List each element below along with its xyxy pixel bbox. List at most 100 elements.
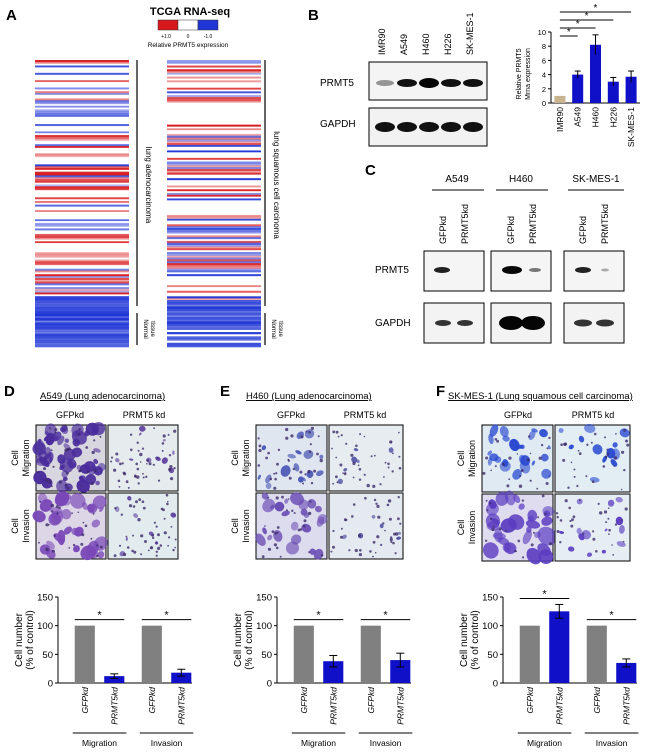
stained-cell (541, 516, 553, 526)
heatmap-row (167, 154, 261, 157)
heatmap-row (35, 184, 129, 187)
stained-cell (56, 479, 68, 493)
pore-dot (303, 525, 306, 528)
pore-dot (397, 517, 400, 521)
heatmap-row (35, 186, 129, 189)
pore-dot (313, 469, 317, 473)
pore-dot (562, 458, 566, 462)
stained-cell (139, 425, 146, 432)
heatmap-row (167, 96, 261, 100)
heatmap-row (35, 215, 129, 218)
heatmap-row (167, 300, 261, 303)
heatmap-row (167, 161, 261, 164)
heatmap-row (35, 309, 129, 312)
heatmap-row (35, 252, 129, 255)
stained-cell (581, 530, 592, 540)
heatmap-row (167, 287, 261, 290)
heatmap-row (35, 133, 129, 136)
pore-dot (364, 496, 367, 500)
stained-cell (161, 457, 168, 464)
stained-cell (568, 546, 575, 552)
heatmap-row (35, 213, 129, 216)
heatmap-row (35, 180, 129, 183)
pore-dot (163, 531, 167, 535)
heatmap-row (167, 139, 261, 142)
pore-dot (274, 477, 277, 481)
pore-dot (602, 465, 606, 468)
panel-letter-c: C (365, 162, 376, 179)
pore-dot (136, 441, 139, 444)
heatmap-row (167, 165, 261, 168)
y-tick-label: 150 (256, 593, 272, 604)
pore-dot (264, 525, 266, 527)
heatmap-row (167, 148, 261, 151)
pore-dot (520, 469, 524, 472)
pore-dot (304, 473, 307, 476)
heatmap-row (167, 61, 261, 64)
pore-dot (302, 482, 305, 485)
stained-cell (115, 457, 120, 463)
stained-cell (495, 491, 509, 506)
pore-dot (518, 484, 523, 488)
panel-d-title: A549 (Lung adenocarcinoma) (40, 391, 165, 402)
pore-dot (54, 428, 58, 432)
pore-dot (118, 485, 121, 488)
pore-dot (267, 496, 270, 499)
pore-dot (290, 434, 294, 438)
pore-dot (352, 461, 356, 466)
heatmap-row (167, 329, 261, 333)
heatmap-row (167, 176, 261, 179)
heatmap-row (167, 255, 261, 258)
sig-star: * (164, 610, 169, 622)
pore-dot (548, 475, 550, 477)
pore-dot (285, 436, 289, 440)
heatmap-row (167, 85, 261, 88)
y-tick-label: 100 (482, 621, 498, 632)
heatmap-row (35, 254, 129, 257)
stained-cell (162, 439, 166, 442)
sig-star: * (97, 610, 102, 622)
pore-dot (397, 496, 400, 499)
lane-label: A549 (399, 34, 409, 55)
pore-dot (56, 512, 59, 515)
pore-dot (375, 502, 378, 505)
pore-dot (359, 549, 362, 552)
pore-dot (135, 462, 138, 466)
heatmap-row (35, 114, 129, 118)
pore-dot (169, 465, 173, 469)
scale-label: Relative PRMT5 expression (148, 42, 229, 49)
pore-dot (384, 529, 386, 532)
stained-cell (139, 432, 142, 436)
pore-dot (621, 450, 625, 454)
pore-dot (494, 438, 498, 441)
heatmap-row (167, 120, 261, 124)
heatmap-row (35, 92, 129, 96)
stained-cell (59, 464, 65, 471)
stained-cell (487, 450, 493, 456)
stained-cell (38, 456, 50, 467)
row-label: Migration (241, 439, 251, 476)
pore-dot (576, 484, 579, 488)
bar (554, 95, 566, 103)
heatmap-row (167, 87, 261, 90)
band (596, 319, 614, 327)
label-normal-right-2: tissue (277, 321, 283, 337)
heatmap-row (35, 173, 129, 176)
stained-cell (67, 458, 77, 469)
heatmap-row (167, 163, 261, 166)
heatmap-row (35, 81, 129, 85)
stained-cell (78, 475, 84, 481)
stained-cell (604, 528, 608, 532)
heatmap-row (167, 296, 261, 299)
stained-cell (82, 502, 88, 510)
stained-cell (592, 444, 603, 455)
y-tick-label: 50 (42, 650, 53, 661)
stained-cell (57, 435, 65, 446)
heatmap-row (167, 170, 261, 173)
pore-dot (585, 475, 588, 478)
pore-dot (258, 448, 262, 453)
stained-cell (154, 541, 159, 545)
pore-dot (90, 481, 94, 486)
pore-dot (155, 550, 158, 553)
heatmap-row (35, 151, 129, 154)
